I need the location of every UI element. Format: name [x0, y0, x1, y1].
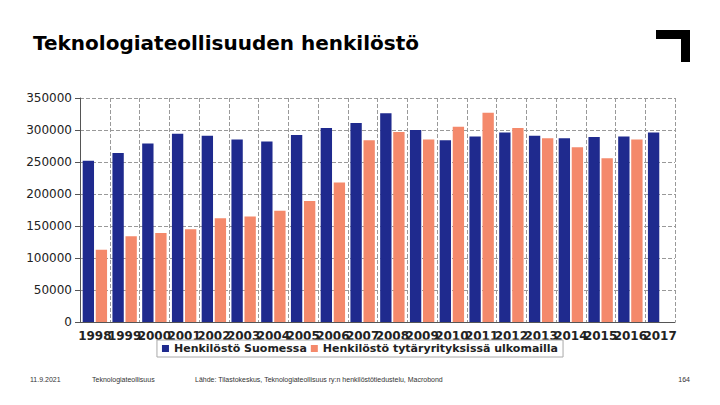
html-text:Teknologiateollisuus: Teknologiateollisuus [92, 376, 155, 383]
svg-text:300000: 300000 [26, 123, 72, 137]
svg-text:1998: 1998 [78, 329, 111, 343]
svg-text:100000: 100000 [26, 251, 72, 265]
svg-text:2017: 2017 [643, 329, 676, 343]
svg-text:2014: 2014 [554, 329, 588, 343]
svg-text:250000: 250000 [26, 155, 72, 169]
svg-text:2016: 2016 [614, 329, 647, 343]
svg-text:Teknologiateollisuuden henkilö: Teknologiateollisuuden henkilöstö [33, 31, 419, 55]
svg-text:2010: 2010 [435, 329, 469, 343]
svg-text:Henkilöstö tytäryrityksissä ul: Henkilöstö tytäryrityksissä ulkomailla [323, 342, 558, 355]
svg-text:2007: 2007 [345, 329, 380, 343]
html-text:164: 164 [678, 376, 690, 383]
svg-text:2008: 2008 [375, 329, 410, 343]
svg-text:2004: 2004 [256, 329, 291, 343]
html-text:11.9.2021: 11.9.2021 [30, 376, 61, 383]
html-text:Lähde: Tilastokeskus, Teknolog: Lähde: Tilastokeskus, Teknologiateollisu… [195, 376, 443, 383]
svg-text:150000: 150000 [26, 219, 72, 233]
svg-text:1999: 1999 [108, 329, 141, 343]
svg-text:2001: 2001 [167, 329, 201, 343]
svg-text:2002: 2002 [197, 329, 231, 343]
svg-text:2000: 2000 [137, 329, 172, 343]
svg-text:350000: 350000 [26, 91, 72, 105]
svg-text:2005: 2005 [286, 329, 320, 343]
svg-text:2012: 2012 [494, 329, 529, 343]
svg-text:Henkilöstö Suomessa: Henkilöstö Suomessa [174, 342, 307, 355]
svg-text:2009: 2009 [405, 329, 439, 343]
svg-text:0: 0 [64, 315, 72, 329]
svg-text:50000: 50000 [34, 283, 72, 297]
svg-text:2013: 2013 [524, 329, 558, 343]
svg-text:2015: 2015 [584, 329, 617, 343]
svg-text:2003: 2003 [226, 329, 261, 343]
svg-text:200000: 200000 [26, 187, 72, 201]
svg-text:2006: 2006 [316, 329, 350, 343]
svg-text:2011: 2011 [464, 329, 499, 343]
